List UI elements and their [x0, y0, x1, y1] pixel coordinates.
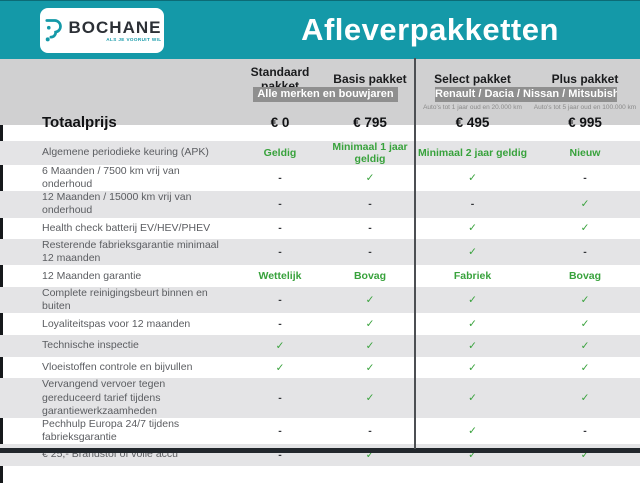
cell-standaard: - — [278, 198, 282, 211]
cell-basis: ✓ — [365, 361, 375, 374]
cell-plus: ✓ — [580, 222, 590, 235]
cell-plus: ✓ — [580, 361, 590, 374]
row-label: Complete reinigingsbeurt binnen en buite… — [42, 287, 208, 313]
column-header-plus: Plus pakket — [551, 72, 619, 86]
row-label: Technische inspectie — [42, 339, 139, 352]
cell-basis: ✓ — [365, 294, 375, 307]
table-row: Health check batterij EV/HEV/PHEV - - ✓ … — [0, 217, 640, 240]
cell-plus: - — [583, 172, 587, 185]
page-title: Afleverpakketten — [301, 12, 559, 47]
table-row: Complete reinigingsbeurt binnen en buite… — [0, 287, 640, 314]
cell-standaard: - — [278, 318, 282, 331]
cell-plus: ✓ — [580, 318, 590, 331]
column-group-divider — [414, 58, 416, 449]
cell-plus: - — [583, 246, 587, 259]
price-standaard: € 0 — [270, 114, 290, 130]
cell-select: ✓ — [468, 246, 477, 259]
row-label: 6 Maanden / 7500 km vrij van onderhoud — [42, 165, 180, 191]
price-basis: € 795 — [353, 114, 387, 130]
cell-select: ✓ — [468, 424, 477, 437]
bochane-logo-icon — [43, 16, 65, 48]
column-note-plus: Auto's tot 5 jaar oud en 100.000 km — [533, 104, 637, 111]
row-label: Algemene periodieke keuring (APK) — [42, 146, 209, 159]
cell-plus: Bovag — [568, 270, 602, 283]
cell-basis: - — [368, 198, 372, 211]
cell-basis: ✓ — [365, 172, 375, 185]
cell-basis: - — [368, 424, 372, 437]
column-note-select: Auto's tot 1 jaar oud en 20.000 km — [423, 104, 522, 111]
row-label: Pechhulp Europa 24/7 tijdens fabrieksgar… — [42, 417, 180, 443]
cell-plus: ✓ — [580, 392, 590, 405]
cell-select: ✓ — [468, 172, 477, 185]
table-row: Vloeistoffen controle en bijvullen ✓ ✓ ✓… — [0, 356, 640, 379]
cell-standaard: Wettelijk — [258, 270, 302, 283]
row-label: Vloeistoffen controle en bijvullen — [42, 361, 193, 374]
cell-standaard: - — [278, 424, 282, 437]
cell-plus: ✓ — [580, 339, 590, 352]
cell-plus: ✓ — [580, 198, 590, 211]
cell-select: ✓ — [468, 361, 477, 374]
bochane-logo: BOCHANE ALS JE VOORUIT WIL — [40, 8, 164, 53]
cell-standaard: - — [278, 172, 282, 185]
cell-basis: ✓ — [365, 392, 375, 405]
row-label: Vervangend vervoer tegen gereduceerd tar… — [42, 378, 166, 417]
cell-standaard: Geldig — [263, 147, 297, 159]
cell-basis: - — [368, 222, 372, 235]
table-header: Standaard pakket Basis pakket Select pak… — [0, 59, 640, 131]
table-row: Pechhulp Europa 24/7 tijdens fabrieksgar… — [0, 417, 640, 445]
cell-plus: - — [583, 424, 587, 437]
row-label: 12 Maanden garantie — [42, 269, 142, 282]
cell-basis: - — [368, 246, 372, 259]
table-row: 12 Maanden garantie Wettelijk Bovag Fabr… — [0, 265, 640, 288]
brand-badge-all: Alle merken en bouwjaren — [253, 87, 398, 102]
row-label: Health check batterij EV/HEV/PHEV — [42, 221, 211, 234]
cell-select: ✓ — [468, 339, 477, 352]
brand-badge-renault-group: Renault / Dacia / Nissan / Mitsubishi — [435, 87, 617, 102]
row-label: 12 Maanden / 15000 km vrij van onderhoud — [42, 191, 192, 217]
price-plus: € 995 — [568, 114, 602, 130]
table-row: Vervangend vervoer tegen gereduceerd tar… — [0, 378, 640, 418]
cell-standaard: - — [278, 392, 282, 405]
cell-standaard: ✓ — [275, 339, 285, 352]
table-row: 12 Maanden / 15000 km vrij van onderhoud… — [0, 191, 640, 218]
cell-plus: ✓ — [580, 294, 590, 307]
logo-tagline: ALS JE VOORUIT WIL — [106, 37, 162, 42]
column-header-select: Select pakket — [434, 72, 511, 86]
total-price-label: Totaalprijs — [42, 113, 117, 131]
cell-select: - — [470, 198, 475, 211]
column-header-basis: Basis pakket — [333, 72, 407, 86]
cell-standaard: ✓ — [275, 361, 285, 374]
row-label: Resterende fabrieksgarantie minimaal 12 … — [42, 239, 219, 265]
cell-plus: Nieuw — [569, 147, 601, 159]
cell-select: ✓ — [468, 392, 477, 405]
cell-standaard: - — [278, 294, 282, 307]
table-row: Loyaliteitspas voor 12 maanden - ✓ ✓ ✓ — [0, 313, 640, 336]
cell-select: Minimaal 2 jaar geldig — [417, 147, 528, 159]
table-row: Algemene periodieke keuring (APK) Geldig… — [0, 141, 640, 165]
table-row: 6 Maanden / 7500 km vrij van onderhoud -… — [0, 165, 640, 192]
cell-basis: Minimaal 1 jaar geldig — [332, 141, 408, 165]
cell-select: ✓ — [468, 294, 477, 307]
bottom-gap — [0, 465, 640, 483]
cell-select: ✓ — [468, 318, 477, 331]
top-banner: BOCHANE ALS JE VOORUIT WIL Afleverpakket… — [0, 0, 640, 59]
cell-select: Fabriek — [453, 270, 492, 283]
logo-wordmark: BOCHANE — [68, 18, 162, 37]
row-label: Loyaliteitspas voor 12 maanden — [42, 317, 191, 330]
cell-basis: ✓ — [365, 339, 375, 352]
cell-standaard: - — [278, 222, 282, 235]
cell-basis: Bovag — [353, 270, 387, 283]
cell-select: ✓ — [468, 222, 477, 235]
price-select: € 495 — [455, 114, 490, 130]
table-row: Resterende fabrieksgarantie minimaal 12 … — [0, 239, 640, 266]
header-gap — [0, 125, 640, 141]
cell-standaard: - — [278, 246, 282, 259]
table-row: Technische inspectie ✓ ✓ ✓ ✓ — [0, 335, 640, 357]
cell-basis: ✓ — [365, 318, 375, 331]
bottom-edge-bar — [0, 448, 640, 453]
